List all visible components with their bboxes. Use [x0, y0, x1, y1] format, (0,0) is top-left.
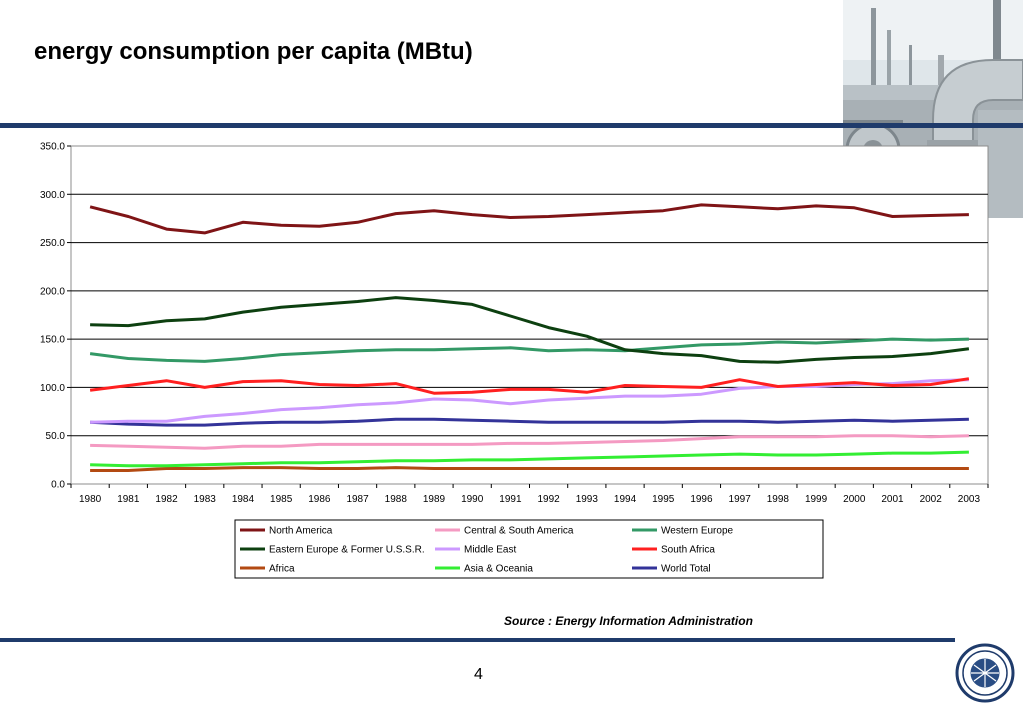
x-tick-label: 1998: [767, 494, 790, 505]
legend-label: Western Europe: [661, 526, 734, 537]
y-tick-label: 250.0: [40, 238, 65, 249]
x-tick-label: 2000: [843, 494, 866, 505]
x-tick-label: 1992: [537, 494, 560, 505]
x-tick-label: 1988: [385, 494, 408, 505]
series-line-north-america: [89, 203, 969, 235]
y-tick-label: 150.0: [40, 335, 65, 346]
series-line-western-europe: [89, 337, 969, 363]
x-tick-label: 1994: [614, 494, 637, 505]
x-tick-label: 1995: [652, 494, 675, 505]
x-tick-label: 1990: [461, 494, 484, 505]
x-tick-label: 2002: [920, 494, 943, 505]
legend-label: World Total: [661, 564, 711, 575]
bottom-divider: [0, 638, 955, 642]
x-tick-label: 1987: [346, 494, 369, 505]
series-line-world-total: [90, 417, 969, 427]
y-tick-label: 200.0: [40, 286, 65, 297]
chart-legend: [234, 519, 824, 579]
source-note: Source : Energy Information Administrati…: [504, 614, 753, 628]
x-tick-label: 2001: [881, 494, 904, 505]
x-tick-label: 1989: [423, 494, 446, 505]
y-tick-label: 350.0: [40, 142, 65, 153]
x-tick-label: 1993: [576, 494, 599, 505]
x-tick-label: 1980: [79, 494, 102, 505]
slide-title: energy consumption per capita (MBtu): [34, 38, 473, 65]
legend-label: Eastern Europe & Former U.S.S.R.: [269, 545, 425, 556]
x-tick-label: 1981: [117, 494, 140, 505]
x-tick-label: 1999: [805, 494, 828, 505]
y-tick-label: 100.0: [40, 383, 65, 394]
plot-area: [70, 145, 989, 485]
y-tick-label: 0.0: [51, 480, 65, 491]
x-tick-label: 1991: [499, 494, 522, 505]
x-tick-label: 1997: [729, 494, 752, 505]
legend-label: South Africa: [661, 545, 715, 556]
circular-seal-logo: [955, 637, 1015, 707]
legend-label: Central & South America: [464, 526, 574, 537]
x-tick-label: 1996: [690, 494, 713, 505]
legend-label: Africa: [269, 564, 295, 575]
y-tick-label: 300.0: [40, 190, 65, 201]
x-tick-label: 1983: [194, 494, 217, 505]
series-line-middle-east: [90, 378, 969, 424]
series-line-africa: [90, 466, 969, 472]
x-tick-label: 1982: [155, 494, 178, 505]
line-chart: 0.0 50.0 100.0 150.0 200.0 250.0 300.0 350.0 198…: [40, 142, 989, 579]
top-divider: [0, 123, 1023, 128]
legend-label: North America: [269, 526, 333, 537]
y-tick-label: 50.0: [46, 431, 66, 442]
series-line-south-africa: [89, 377, 970, 395]
series-line-eastern-europe-former-u-s-s-r: [90, 296, 970, 364]
page-number: 4: [474, 666, 483, 683]
series-line-asia-oceania: [90, 450, 969, 468]
x-tick-label: 2003: [958, 494, 981, 505]
legend-label: Asia & Oceania: [464, 564, 533, 575]
x-tick-label: 1986: [308, 494, 331, 505]
series-line-central-south-america: [90, 434, 969, 450]
legend-label: Middle East: [464, 545, 516, 556]
x-tick-label: 1984: [232, 494, 255, 505]
x-tick-label: 1985: [270, 494, 293, 505]
